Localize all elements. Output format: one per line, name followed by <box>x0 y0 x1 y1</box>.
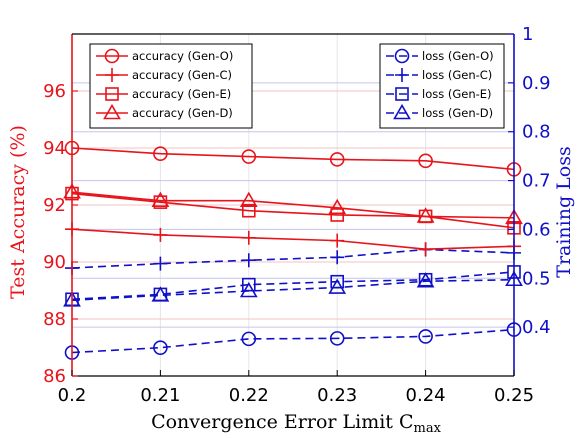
x-tick-label: 0.25 <box>494 385 534 406</box>
accuracy-point-square <box>242 203 256 218</box>
accuracy-line-3 <box>71 191 515 219</box>
loss-point-triangle <box>328 278 347 294</box>
loss-point-circle <box>153 340 168 355</box>
accuracy-point-circle <box>153 146 168 161</box>
y-left-tick-label: 88 <box>43 309 66 330</box>
loss-point-square <box>242 277 256 292</box>
legend-marker-circle <box>104 48 120 64</box>
x-tick-label: 0.24 <box>406 385 446 406</box>
loss-line-0 <box>71 328 515 354</box>
legend-marker-triangle <box>103 103 121 120</box>
loss-series-triangle <box>63 270 523 307</box>
y-right-tick-label: 0.7 <box>522 171 551 192</box>
axes <box>71 33 515 377</box>
accuracy-series-square <box>65 186 521 235</box>
y-left-tick-label: 90 <box>43 252 66 273</box>
loss-point-triangle <box>151 286 170 302</box>
accuracy-point-triangle <box>328 198 347 215</box>
legend-entry-label: accuracy (Gen-E) <box>132 87 231 101</box>
legend-marker-plus <box>395 68 409 82</box>
legend-loss: loss (Gen-O) loss (Gen-C) loss (Gen-E) loss… <box>379 43 505 129</box>
accuracy-point-triangle <box>239 191 258 208</box>
legend-marker-triangle <box>393 103 411 120</box>
legend-marker-square <box>395 87 409 101</box>
accuracy-point-triangle <box>151 191 170 208</box>
legend-entry-label: accuracy (Gen-D) <box>132 106 233 120</box>
legend-entry-label: loss (Gen-E) <box>422 87 492 101</box>
x-axis-label-subscript: max <box>414 421 442 436</box>
accuracy-line-2 <box>71 192 515 229</box>
y-axis-left-label: Test Accuracy (%) <box>7 125 29 299</box>
x-tick-label: 0.21 <box>140 385 180 406</box>
accuracy-series-triangle <box>63 183 523 225</box>
accuracy-point-plus <box>330 233 345 248</box>
legend-accuracy: accuracy (Gen-O) accuracy (Gen-C) accuracy… <box>89 43 253 129</box>
y-left-tick-label: 92 <box>43 195 66 216</box>
legend-entry-label: loss (Gen-O) <box>422 49 494 63</box>
accuracy-line-1 <box>71 228 515 250</box>
y-left-tick-label: 86 <box>43 366 66 387</box>
x-axis-label: Convergence Error Limit Cmax <box>151 411 442 436</box>
loss-series-square <box>65 265 521 307</box>
loss-series-plus <box>65 242 521 276</box>
accuracy-point-plus <box>241 230 256 245</box>
loss-point-circle <box>418 329 433 344</box>
accuracy-series-circle <box>64 140 522 177</box>
loss-line-3 <box>71 278 515 302</box>
y-right-tick-label: 1 <box>522 24 533 45</box>
tick-labels: 0.2 0.21 0.22 0.23 0.24 0.25 86 88 90 92 94 96 0.4 0.… <box>43 24 551 406</box>
legend-entry-label: loss (Gen-D) <box>422 106 493 120</box>
series-layer <box>63 140 523 360</box>
y-right-tick-label: 0.8 <box>522 122 551 143</box>
y-right-tick-label: 0.4 <box>522 317 551 338</box>
loss-point-plus <box>330 250 345 265</box>
legend-marker-circle <box>394 48 410 64</box>
legend-marker-plus <box>105 68 119 82</box>
legend-marker-square <box>105 87 119 101</box>
accuracy-point-triangle <box>416 207 435 223</box>
loss-point-triangle <box>416 272 435 288</box>
y-axis-right-label: Training Loss <box>553 146 575 277</box>
accuracy-point-circle <box>241 149 257 164</box>
y-right-tick-label: 0.5 <box>522 268 551 289</box>
accuracy-line-0 <box>71 147 515 171</box>
legend-entry-label: loss (Gen-C) <box>422 68 492 82</box>
y-left-tick-label: 94 <box>43 138 66 159</box>
legend-entry-label: accuracy (Gen-C) <box>132 68 232 82</box>
accuracy-point-circle <box>418 153 433 169</box>
y-right-tick-label: 0.9 <box>522 73 551 94</box>
loss-series-circle <box>64 322 522 360</box>
x-tick-label: 0.22 <box>229 385 269 406</box>
y-left-tick-label: 96 <box>43 81 66 102</box>
accuracy-point-circle <box>329 152 345 167</box>
loss-point-circle <box>241 331 257 347</box>
y-right-tick-label: 0.6 <box>522 219 551 240</box>
x-tick-label: 0.23 <box>317 385 357 406</box>
loss-line-2 <box>71 271 515 301</box>
accuracy-point-plus <box>418 242 433 257</box>
legend-box <box>379 43 505 129</box>
loss-point-plus <box>153 256 168 271</box>
legend-entry-label: accuracy (Gen-O) <box>132 49 233 63</box>
loss-point-plus <box>241 253 256 268</box>
loss-point-triangle <box>239 281 258 298</box>
accuracy-point-square <box>330 208 345 222</box>
loss-line-1 <box>71 248 515 269</box>
accuracy-point-plus <box>153 227 168 242</box>
loss-point-circle <box>329 331 345 346</box>
x-axis-label-main: Convergence Error Limit C <box>151 411 413 433</box>
x-tick-label: 0.2 <box>58 385 87 406</box>
